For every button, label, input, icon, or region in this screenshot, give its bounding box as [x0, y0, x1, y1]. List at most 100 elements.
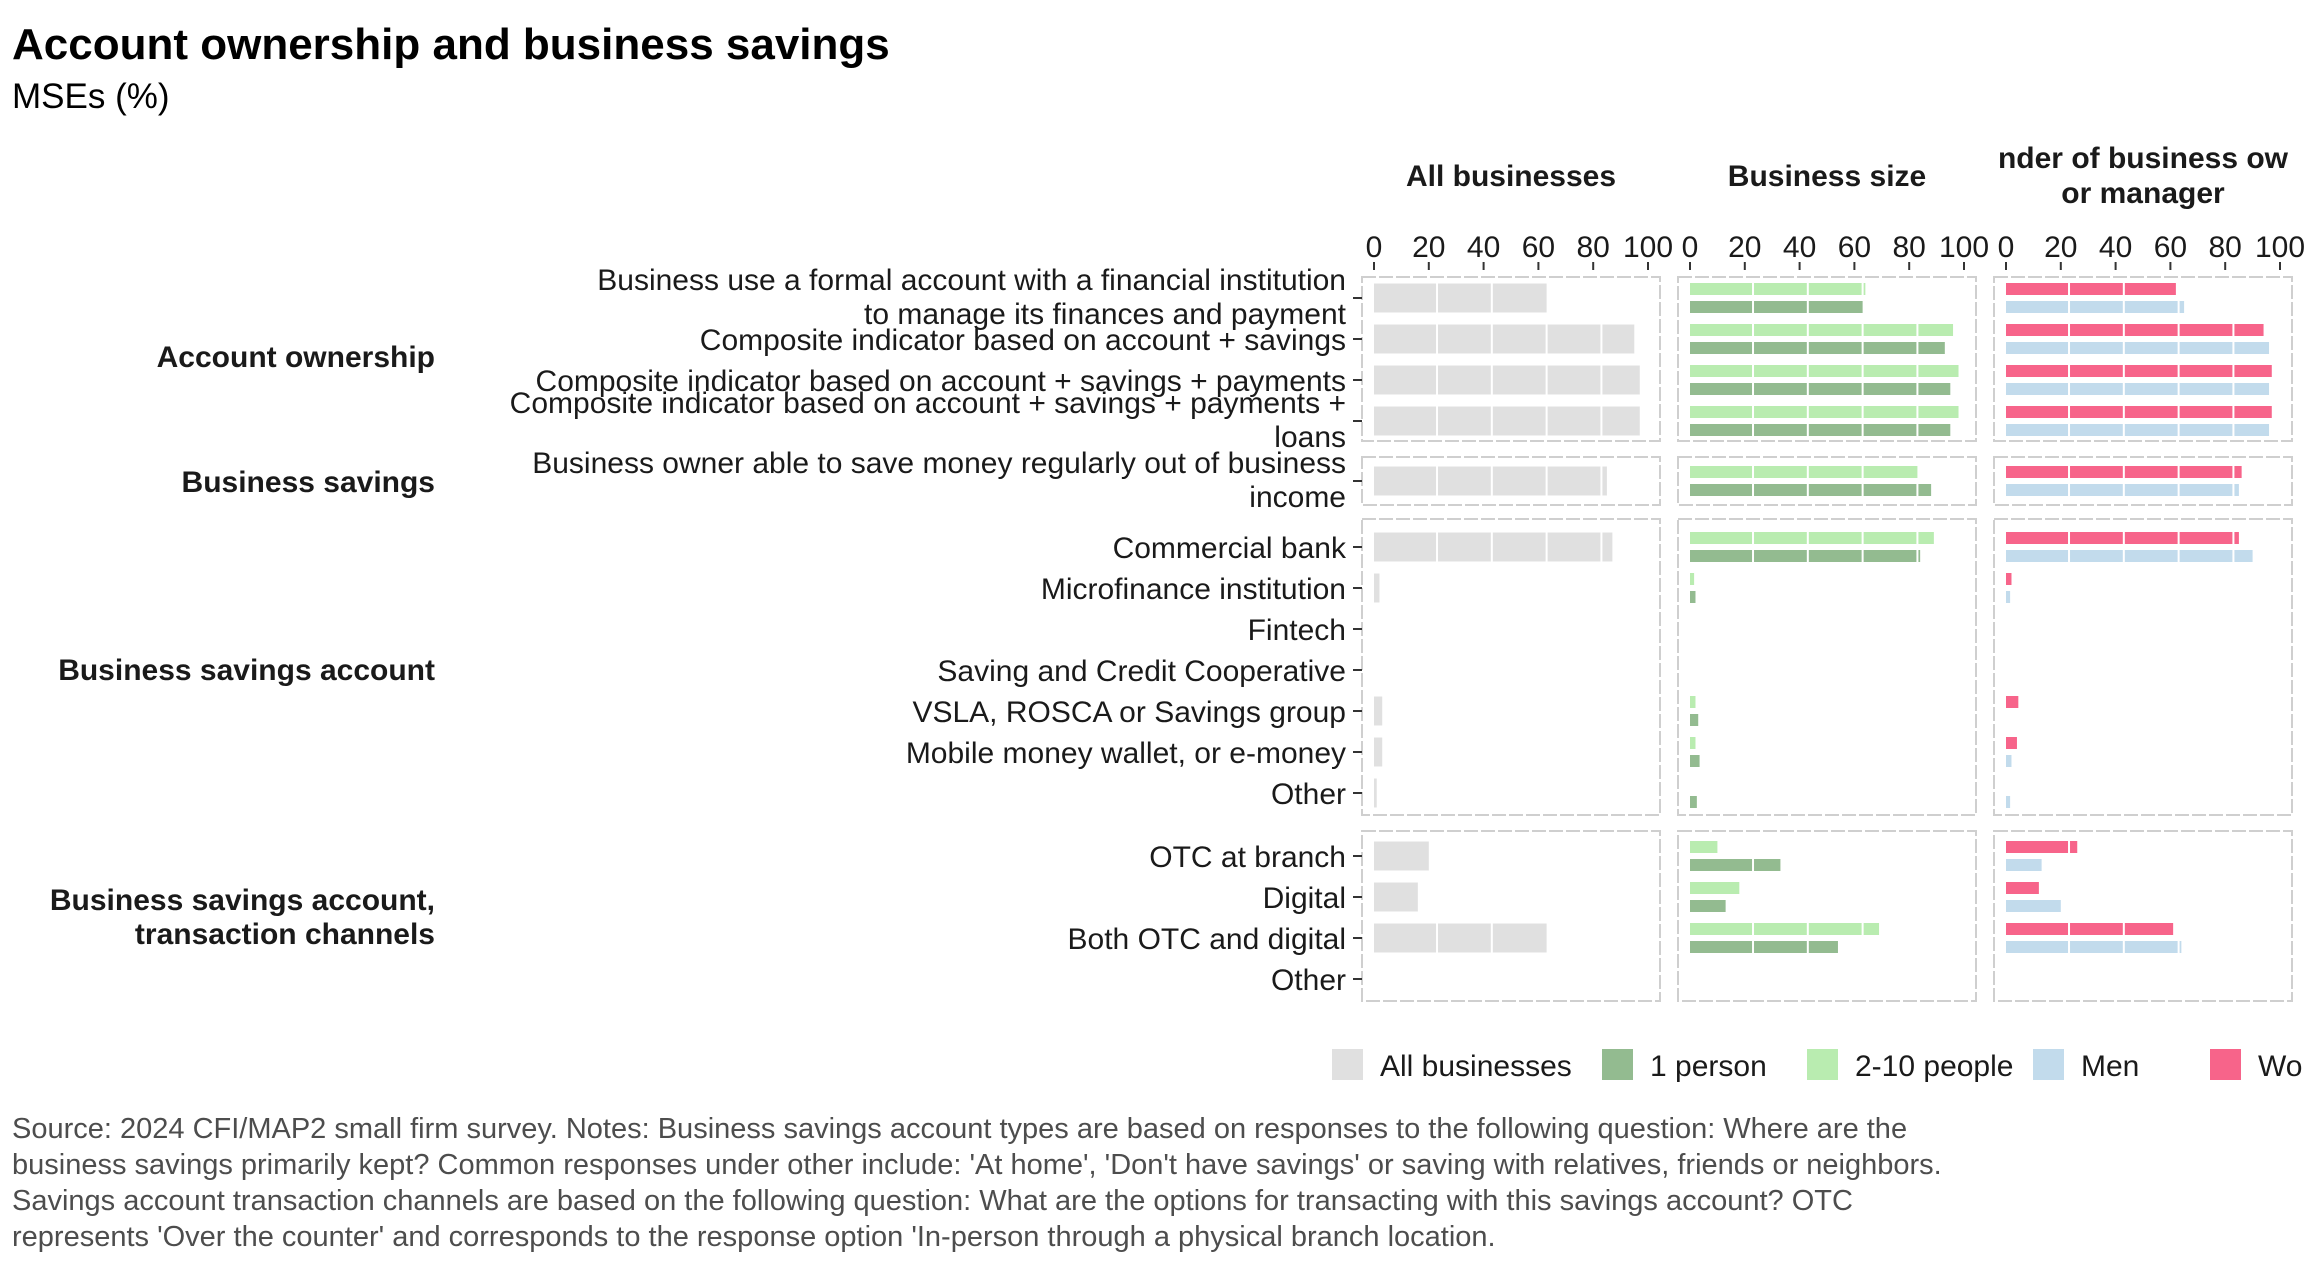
bar-1-person-business-use-a-formal-account-with-a-financial-institution-to-manage-its-finances-and-payment [1690, 301, 1863, 313]
panel-size-3 [1677, 830, 1977, 1002]
bar-1-person-otc-at-branch [1690, 859, 1781, 871]
category-label-microfinance-institution: Microfinance institution [1041, 573, 1346, 606]
bar-all-businesses-digital [1374, 882, 1418, 912]
bar-1-person-digital [1690, 900, 1726, 912]
bar-men-business-owner-able-to-save-money-regularly-out-of-business-income [2006, 484, 2239, 496]
legend-swatch-men [2033, 1049, 2064, 1080]
bar-all-businesses-both-otc-and-digital [1374, 923, 1547, 953]
chart-title: Account ownership and business savings [12, 20, 890, 69]
facet-label-size: Business size [1728, 160, 1926, 193]
bar-men-composite-indicator-based-on-account-savings-payments [2006, 383, 2270, 395]
legend-swatch-women [2210, 1049, 2241, 1080]
bar-2-10-people-business-use-a-formal-account-with-a-financial-institution-to-manage-its-finances-and-payment [1690, 283, 1866, 295]
bar-1-person-composite-indicator-based-on-account-savings [1690, 342, 1945, 354]
source-line: business savings primarily kept? Common … [12, 1149, 1942, 1181]
group-label-business-savings-account: Business savings account [58, 654, 435, 687]
group-label-business-savings: Business savings [182, 466, 435, 499]
bar-men-microfinance-institution [2006, 591, 2011, 603]
x-tick-label: 60 [1838, 231, 1871, 264]
bar-all-businesses-otc-at-branch [1374, 841, 1429, 871]
x-tick-label: 20 [1728, 231, 1761, 264]
facet-label-all: All businesses [1406, 160, 1616, 193]
legend-label-women: Wome [2258, 1050, 2304, 1083]
x-tick-label: 80 [1577, 231, 1610, 264]
legend-swatch-2-10-people [1807, 1049, 1838, 1080]
legend-label-men: Men [2081, 1050, 2139, 1083]
bar-2-10-people-microfinance-institution [1690, 573, 1695, 585]
category-label-commercial-bank: Commercial bank [1113, 532, 1347, 565]
bar-women-both-otc-and-digital [2006, 923, 2174, 935]
x-tick-label: 100 [1939, 231, 1989, 264]
source-line: Savings account transaction channels are… [12, 1185, 1853, 1217]
panel-all-0 [1361, 276, 1661, 442]
group-label-business-savings-account-transaction-channels: Business savings account, [50, 884, 435, 917]
bar-women-composite-indicator-based-on-account-savings-payments-loans [2006, 406, 2272, 418]
bar-2-10-people-composite-indicator-based-on-account-savings [1690, 324, 1954, 336]
category-label-saving-and-credit-cooperative: Saving and Credit Cooperative [937, 655, 1346, 688]
bar-1-person-composite-indicator-based-on-account-savings-payments-loans [1690, 424, 1951, 436]
panel-size-2 [1677, 518, 1977, 816]
bar-1-person-business-owner-able-to-save-money-regularly-out-of-business-income [1690, 484, 1932, 496]
bar-1-person-microfinance-institution [1690, 591, 1696, 603]
bar-men-composite-indicator-based-on-account-savings [2006, 342, 2270, 354]
panel-size-1 [1677, 456, 1977, 506]
category-label-other: Other [1271, 778, 1346, 811]
panel-all-2 [1361, 518, 1661, 816]
bar-all-businesses-business-use-a-formal-account-with-a-financial-institution-to-manage-its-finances-and-payment [1374, 283, 1547, 313]
source-line: represents 'Over the counter' and corres… [12, 1221, 1496, 1253]
bar-1-person-other [1690, 796, 1697, 808]
bar-2-10-people-composite-indicator-based-on-account-savings-payments-loans [1690, 406, 1959, 418]
source-note: Source: 2024 CFI/MAP2 small firm survey.… [12, 1113, 1942, 1253]
category-label-composite-indicator-based-on-account-savings-payments-loans: loans [1274, 421, 1346, 454]
legend-swatch-1-person [1602, 1049, 1633, 1080]
legend-label-all-businesses: All businesses [1380, 1050, 1572, 1083]
x-tick-label: 80 [2209, 231, 2242, 264]
bar-2-10-people-otc-at-branch [1690, 841, 1718, 853]
x-tick-label: 80 [1893, 231, 1926, 264]
bar-all-businesses-mobile-money-wallet-or-e-money [1374, 737, 1383, 767]
plot-area: All businesses Business size nder of busin… [50, 142, 2304, 1002]
bar-1-person-commercial-bank [1690, 550, 1921, 562]
facet-label-gender: nder of business ow [1998, 142, 2289, 175]
category-label-composite-indicator-based-on-account-savings-payments: Composite indicator based on account + s… [536, 365, 1346, 398]
category-label-business-owner-able-to-save-money-regularly-out-of-business-income: income [1249, 481, 1346, 514]
bar-women-digital [2006, 882, 2039, 894]
bar-2-10-people-vsla-rosca-or-savings-group [1690, 696, 1696, 708]
x-tick-label: 100 [1623, 231, 1673, 264]
x-tick-label: 40 [1783, 231, 1816, 264]
panel-all-3 [1361, 830, 1661, 1002]
bar-2-10-people-commercial-bank [1690, 532, 1934, 544]
x-tick-label: 40 [2099, 231, 2132, 264]
bar-women-commercial-bank [2006, 532, 2239, 544]
bar-2-10-people-business-owner-able-to-save-money-regularly-out-of-business-income [1690, 466, 1918, 478]
x-tick-label: 60 [2154, 231, 2187, 264]
bar-men-digital [2006, 900, 2061, 912]
category-label-vsla-rosca-or-savings-group: VSLA, ROSCA or Savings group [912, 696, 1346, 729]
panel-gender-0 [1993, 276, 2293, 442]
bar-women-mobile-money-wallet-or-e-money [2006, 737, 2017, 749]
bar-men-composite-indicator-based-on-account-savings-payments-loans [2006, 424, 2270, 436]
panel-gender-1 [1993, 456, 2293, 506]
category-label-business-use-a-formal-account-with-a-financial-institution-to-manage-its-finances-and-payment: to manage its finances and payment [864, 298, 1347, 331]
category-label-business-owner-able-to-save-money-regularly-out-of-business-income: Business owner able to save money regula… [532, 447, 1346, 480]
bar-all-businesses-commercial-bank [1374, 532, 1613, 562]
legend: All businesses 1 person 2-10 people Men Wome [1332, 1049, 2304, 1083]
bar-all-businesses-composite-indicator-based-on-account-savings [1374, 324, 1635, 354]
bar-men-both-otc-and-digital [2006, 941, 2182, 953]
legend-label-1-person: 1 person [1650, 1050, 1767, 1083]
source-line: Source: 2024 CFI/MAP2 small firm survey.… [12, 1113, 1907, 1145]
bar-men-business-use-a-formal-account-with-a-financial-institution-to-manage-its-finances-and-payment [2006, 301, 2185, 313]
bar-women-otc-at-branch [2006, 841, 2078, 853]
bar-women-vsla-rosca-or-savings-group [2006, 696, 2019, 708]
bar-all-businesses-composite-indicator-based-on-account-savings-payments-loans [1374, 406, 1640, 436]
x-tick-label: 20 [2044, 231, 2077, 264]
bar-1-person-composite-indicator-based-on-account-savings-payments [1690, 383, 1951, 395]
bar-all-businesses-business-owner-able-to-save-money-regularly-out-of-business-income [1374, 466, 1607, 496]
bar-2-10-people-composite-indicator-based-on-account-savings-payments [1690, 365, 1959, 377]
bar-men-mobile-money-wallet-or-e-money [2006, 755, 2012, 767]
category-label-fintech: Fintech [1248, 614, 1346, 647]
x-tick-label: 100 [2255, 231, 2304, 264]
bar-1-person-mobile-money-wallet-or-e-money [1690, 755, 1700, 767]
bar-women-microfinance-institution [2006, 573, 2012, 585]
